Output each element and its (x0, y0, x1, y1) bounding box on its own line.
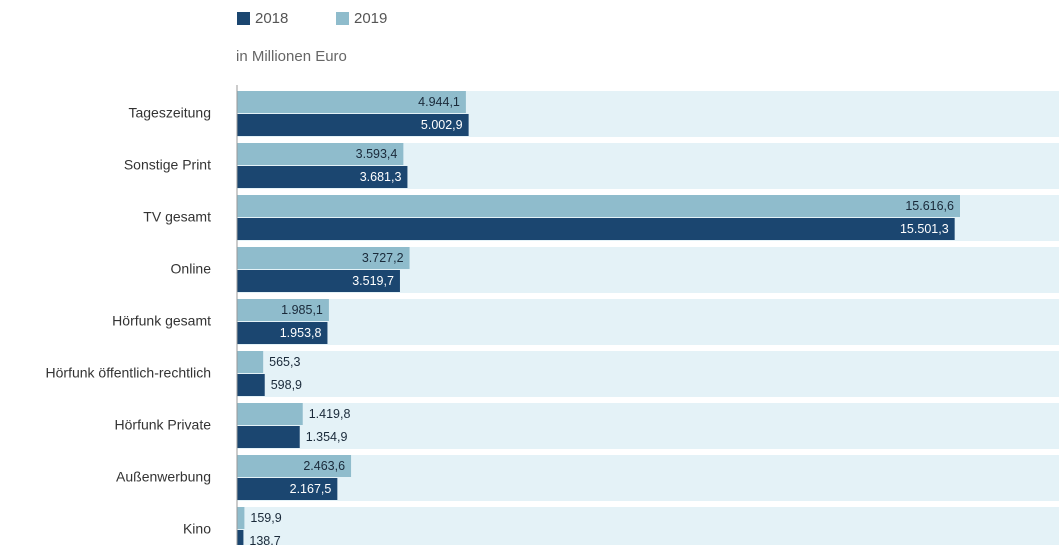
value-label: 4.944,1 (418, 95, 460, 109)
bar (237, 374, 265, 396)
bar (237, 426, 300, 448)
legend-swatch (237, 12, 250, 25)
category-label: Kino (183, 521, 211, 537)
value-label: 3.681,3 (360, 170, 402, 184)
value-label: 15.616,6 (905, 199, 954, 213)
value-label: 3.727,2 (362, 251, 404, 265)
row-band (237, 403, 1059, 449)
subtitle: in Millionen Euro (236, 48, 347, 65)
category-label: Sonstige Print (124, 157, 211, 173)
value-label: 565,3 (269, 355, 300, 369)
value-label: 159,9 (250, 511, 281, 525)
value-label: 138,7 (249, 534, 280, 545)
value-label: 5.002,9 (421, 118, 463, 132)
value-label: 15.501,3 (900, 222, 949, 236)
value-label: 3.519,7 (352, 274, 394, 288)
bar (237, 322, 328, 344)
bar (237, 455, 352, 477)
bar (237, 270, 400, 292)
value-label: 598,9 (271, 378, 302, 392)
legend-label: 2019 (354, 10, 387, 27)
category-label: Hörfunk gesamt (112, 313, 211, 329)
bar (237, 218, 955, 240)
value-label: 2.463,6 (303, 459, 345, 473)
value-label: 1.985,1 (281, 303, 323, 317)
bar (237, 91, 466, 113)
category-label: TV gesamt (143, 209, 211, 225)
value-label: 1.953,8 (280, 326, 322, 340)
bar (237, 530, 244, 545)
bar (237, 247, 410, 269)
bar (237, 299, 329, 321)
value-label: 3.593,4 (356, 147, 398, 161)
category-label: Hörfunk Private (115, 417, 212, 433)
row-band (237, 351, 1059, 397)
bar (237, 114, 469, 136)
row-band (237, 507, 1059, 545)
bar (237, 351, 264, 373)
category-label: Tageszeitung (128, 105, 211, 121)
category-label: Online (171, 261, 212, 277)
row-band (237, 455, 1059, 501)
bar (237, 403, 303, 425)
legend-label: 2018 (255, 10, 288, 27)
value-label: 1.419,8 (309, 407, 351, 421)
value-label: 1.354,9 (306, 430, 348, 444)
category-label: Außenwerbung (116, 469, 211, 485)
bar (237, 143, 404, 165)
bar (237, 478, 338, 500)
value-label: 2.167,5 (290, 482, 332, 496)
row-band (237, 299, 1059, 345)
bar (237, 166, 408, 188)
legend-swatch (336, 12, 349, 25)
category-label: Hörfunk öffentlich-rechtlich (46, 365, 211, 381)
bar (237, 507, 245, 529)
bar (237, 195, 960, 217)
